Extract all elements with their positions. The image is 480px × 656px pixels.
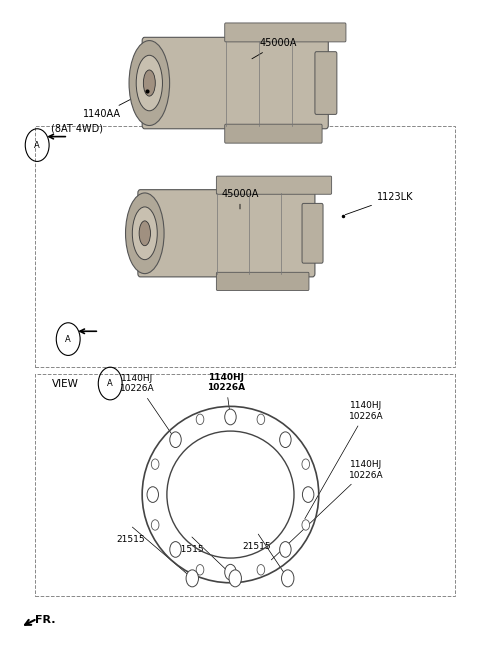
FancyBboxPatch shape <box>315 52 337 114</box>
Text: 45000A: 45000A <box>252 39 297 59</box>
Ellipse shape <box>132 207 157 260</box>
Circle shape <box>186 570 199 587</box>
Ellipse shape <box>144 70 156 96</box>
Text: 1140HJ
10226A: 1140HJ 10226A <box>120 374 174 438</box>
FancyBboxPatch shape <box>216 272 309 291</box>
Ellipse shape <box>139 221 150 246</box>
FancyBboxPatch shape <box>216 176 332 194</box>
Circle shape <box>225 564 236 580</box>
FancyBboxPatch shape <box>225 124 322 143</box>
Circle shape <box>225 409 236 425</box>
Circle shape <box>302 520 310 530</box>
Text: 1140AA: 1140AA <box>83 92 144 119</box>
FancyBboxPatch shape <box>142 37 328 129</box>
Circle shape <box>151 459 159 470</box>
Circle shape <box>280 432 291 447</box>
Text: (8AT 4WD): (8AT 4WD) <box>51 123 104 133</box>
Circle shape <box>196 414 204 424</box>
Text: 1140HJ
10226A: 1140HJ 10226A <box>305 401 384 519</box>
Circle shape <box>280 542 291 558</box>
Circle shape <box>257 565 264 575</box>
Circle shape <box>170 432 181 447</box>
Text: 1140HJ
10226A: 1140HJ 10226A <box>206 373 245 414</box>
Text: 45000A: 45000A <box>221 189 259 209</box>
Text: VIEW: VIEW <box>51 379 78 388</box>
Text: A: A <box>34 140 40 150</box>
Circle shape <box>302 459 310 470</box>
Text: 21515: 21515 <box>242 542 271 550</box>
Ellipse shape <box>126 193 164 274</box>
Circle shape <box>170 542 181 558</box>
Circle shape <box>229 570 241 587</box>
Text: 21515: 21515 <box>116 535 144 544</box>
Ellipse shape <box>136 55 162 111</box>
Circle shape <box>147 487 158 502</box>
Text: A: A <box>65 335 71 344</box>
FancyBboxPatch shape <box>138 190 315 277</box>
Text: 1123LK: 1123LK <box>345 192 413 215</box>
Text: FR.: FR. <box>35 615 55 625</box>
Circle shape <box>281 570 294 587</box>
Text: 21515: 21515 <box>176 545 204 554</box>
FancyBboxPatch shape <box>225 23 346 42</box>
Circle shape <box>302 487 314 502</box>
Text: A: A <box>108 379 113 388</box>
FancyBboxPatch shape <box>302 203 323 263</box>
Text: 1140HJ
10226A: 1140HJ 10226A <box>271 460 384 560</box>
Ellipse shape <box>129 41 169 125</box>
Circle shape <box>196 565 204 575</box>
Circle shape <box>257 414 264 424</box>
Circle shape <box>151 520 159 530</box>
